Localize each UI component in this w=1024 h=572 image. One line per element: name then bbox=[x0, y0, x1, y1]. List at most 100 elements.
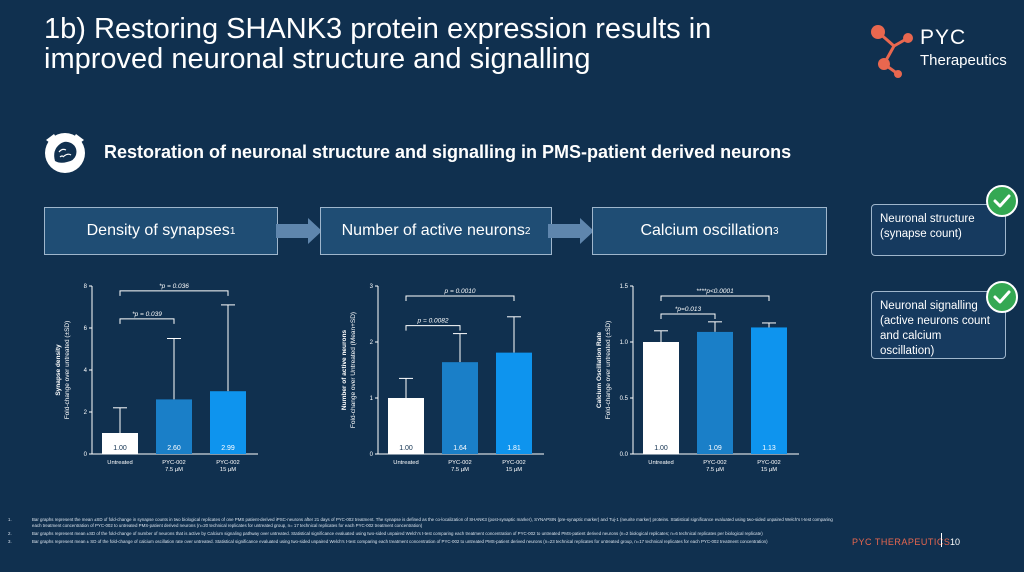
x-tick-label: PYC-002 bbox=[216, 460, 240, 466]
x-tick-label: 7.5 µM bbox=[706, 467, 724, 473]
x-tick-label: PYC-002 bbox=[162, 460, 186, 466]
arrow-right-icon bbox=[548, 218, 594, 244]
chart-active-neurons: 0 1 2 3 Number of active neurons Fold-change … bbox=[341, 284, 544, 473]
significance-bracket bbox=[660, 313, 716, 319]
x-tick-label: Untreated bbox=[393, 460, 418, 466]
significance-label: *p=0.013 bbox=[675, 306, 702, 313]
footnote-number: 2. bbox=[8, 531, 12, 536]
bar-value-label: 1.81 bbox=[507, 445, 521, 452]
x-tick-label: PYC-002 bbox=[502, 460, 526, 466]
x-tick-label: 7.5 µM bbox=[165, 467, 183, 473]
y-tick-label: 2 bbox=[370, 340, 374, 346]
x-tick-label: PYC-002 bbox=[757, 460, 781, 466]
significance-label: *p = 0.039 bbox=[132, 311, 162, 318]
y-tick-label: 1.5 bbox=[620, 284, 629, 290]
footnote-2: 2. Bar graphs represent mean ±SD of the f… bbox=[8, 531, 838, 537]
footnote-number: 3. bbox=[8, 539, 12, 544]
bar bbox=[751, 327, 787, 454]
x-tick-label: PYC-002 bbox=[448, 460, 472, 466]
footer-brand: PYC THERAPEUTICS bbox=[852, 537, 951, 547]
x-tick-label: 15 µM bbox=[761, 467, 777, 473]
significance-label: *p = 0.036 bbox=[159, 283, 189, 290]
y-tick-label: 6 bbox=[84, 326, 88, 332]
header-label: Calcium oscillation bbox=[640, 222, 773, 239]
page-number: 10 bbox=[950, 537, 961, 547]
x-tick-label: 7.5 µM bbox=[451, 467, 469, 473]
section-subtitle: Restoration of neuronal structure and si… bbox=[104, 142, 792, 162]
y-tick-label: 0.0 bbox=[620, 452, 629, 458]
page-title: 1b) Restoring SHANK3 protein expression … bbox=[44, 13, 712, 75]
bar-value-label: 2.99 bbox=[221, 445, 235, 452]
significance-bracket bbox=[119, 318, 175, 324]
checkmark-icon bbox=[986, 281, 1018, 313]
y-axis-label: Calcium Oscillation Rate bbox=[596, 332, 603, 409]
y-tick-label: 1.0 bbox=[620, 340, 629, 346]
bar-value-label: 1.00 bbox=[654, 445, 668, 452]
significance-bracket bbox=[405, 295, 515, 301]
pyc-logo-icon bbox=[871, 25, 913, 78]
footnote-text: Bar graphs represent mean ±SD of the fol… bbox=[32, 531, 763, 536]
result-box-neuronal-signalling: Neuronal signalling (active neurons coun… bbox=[871, 291, 1006, 359]
x-tick-label: Untreated bbox=[107, 460, 132, 466]
x-tick-label: 15 µM bbox=[506, 467, 522, 473]
bar bbox=[442, 362, 478, 454]
footnote-3: 3. Bar graphs represent mean ± SD of the … bbox=[8, 539, 838, 545]
y-axis-label: Number of active neurons bbox=[341, 330, 348, 411]
y-tick-label: 0.5 bbox=[620, 396, 629, 402]
bar-value-label: 1.13 bbox=[762, 445, 776, 452]
bar bbox=[643, 342, 679, 454]
logo-text-therapeutics: Therapeutics bbox=[920, 52, 1007, 69]
y-tick-label: 0 bbox=[370, 452, 374, 458]
bar-value-label: 1.00 bbox=[399, 445, 413, 452]
footnotes: 1. Bar graphs represent the mean ±SD of f… bbox=[8, 517, 838, 547]
significance-bracket bbox=[119, 290, 229, 296]
bar bbox=[156, 399, 192, 454]
chart-calcium-oscillation: 0.0 0.5 1.0 1.5 Calcium Oscillation Rate Fold… bbox=[596, 284, 799, 473]
significance-bracket bbox=[660, 295, 770, 301]
logo-text-pyc: PYC bbox=[920, 26, 967, 49]
significance-bracket bbox=[405, 325, 461, 331]
y-tick-label: 3 bbox=[370, 284, 374, 290]
bar bbox=[388, 398, 424, 454]
bar bbox=[210, 391, 246, 454]
x-tick-label: Untreated bbox=[648, 460, 673, 466]
result-box-text: Neuronal structure (synapse count) bbox=[880, 213, 975, 240]
header-calcium-oscillation: Calcium oscillation 3 bbox=[592, 207, 827, 255]
bar-value-label: 2.60 bbox=[167, 445, 181, 452]
bar bbox=[697, 331, 733, 454]
x-tick-label: 15 µM bbox=[220, 467, 236, 473]
significance-label: p = 0.0082 bbox=[417, 318, 449, 325]
bar bbox=[496, 352, 532, 454]
header-footnote-ref: 1 bbox=[229, 225, 236, 237]
footnote-1: 1. Bar graphs represent the mean ±SD of f… bbox=[8, 517, 838, 529]
y-axis-label: Fold-change over untreated (±SD) bbox=[605, 321, 612, 420]
y-axis-label: Synapse density bbox=[55, 344, 62, 396]
footnote-text: Bar graphs represent the mean ±SD of fol… bbox=[32, 517, 833, 528]
header-label: Density of synapses bbox=[86, 222, 230, 239]
header-label: Number of active neurons bbox=[341, 222, 525, 239]
result-box-neuronal-structure: Neuronal structure (synapse count) bbox=[871, 204, 1006, 256]
checkmark-icon bbox=[986, 185, 1018, 217]
significance-label: p = 0.0010 bbox=[444, 288, 476, 295]
brain-hands-icon bbox=[40, 128, 90, 178]
bar-value-label: 1.00 bbox=[113, 445, 127, 452]
footnote-text: Bar graphs represent mean ± SD of the fo… bbox=[32, 539, 768, 544]
footer-divider bbox=[941, 533, 942, 547]
y-tick-label: 1 bbox=[370, 396, 374, 402]
header-number-of-active-neurons: Number of active neurons 2 bbox=[320, 207, 552, 255]
bar bbox=[102, 433, 138, 454]
company-logo: PYC Therapeutics bbox=[868, 20, 1008, 80]
x-tick-label: PYC-002 bbox=[703, 460, 727, 466]
y-tick-label: 0 bbox=[84, 452, 88, 458]
y-tick-label: 2 bbox=[84, 410, 88, 416]
footnote-number: 1. bbox=[8, 517, 12, 522]
arrow-right-icon bbox=[276, 218, 322, 244]
header-density-of-synapses: Density of synapses 1 bbox=[44, 207, 278, 255]
result-box-text: Neuronal signalling (active neurons coun… bbox=[880, 300, 990, 357]
y-axis-label: Fold-change over Untreated (Mean+SD) bbox=[350, 312, 357, 428]
significance-label: ****p<0.0001 bbox=[696, 288, 734, 295]
y-tick-label: 8 bbox=[84, 284, 88, 290]
header-footnote-ref: 2 bbox=[524, 225, 531, 237]
bar-value-label: 1.09 bbox=[708, 445, 722, 452]
chart-synapse-density: 0 2 4 6 8 Synapse density Fold-change over unt… bbox=[55, 283, 258, 473]
